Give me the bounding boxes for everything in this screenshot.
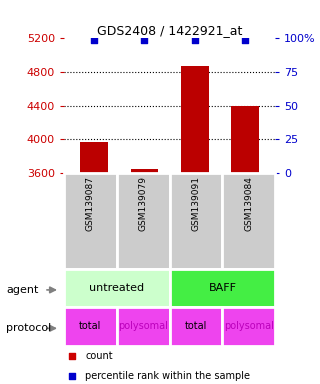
Point bbox=[142, 36, 147, 43]
Bar bbox=[80, 142, 108, 173]
Bar bbox=[222, 173, 275, 269]
Text: GSM139084: GSM139084 bbox=[244, 176, 253, 230]
Text: total: total bbox=[185, 321, 207, 331]
Bar bbox=[222, 307, 275, 346]
Bar bbox=[181, 66, 209, 173]
Text: BAFF: BAFF bbox=[208, 283, 236, 293]
Text: untreated: untreated bbox=[89, 283, 144, 293]
Bar bbox=[170, 173, 222, 269]
Point bbox=[70, 353, 75, 359]
Bar bbox=[64, 173, 117, 269]
Text: agent: agent bbox=[6, 285, 39, 295]
Bar bbox=[117, 307, 170, 346]
Bar bbox=[170, 269, 275, 307]
Text: count: count bbox=[85, 351, 113, 361]
Point bbox=[192, 36, 197, 43]
Point bbox=[70, 372, 75, 379]
Text: total: total bbox=[79, 321, 101, 331]
Title: GDS2408 / 1422921_at: GDS2408 / 1422921_at bbox=[97, 24, 242, 37]
Bar bbox=[64, 307, 117, 346]
Point bbox=[92, 36, 97, 43]
Bar bbox=[131, 169, 158, 173]
Bar bbox=[231, 106, 259, 173]
Bar bbox=[170, 307, 222, 346]
Text: protocol: protocol bbox=[6, 323, 52, 333]
Bar bbox=[64, 269, 170, 307]
Text: GSM139091: GSM139091 bbox=[191, 176, 201, 231]
Text: polysomal: polysomal bbox=[118, 321, 168, 331]
Text: percentile rank within the sample: percentile rank within the sample bbox=[85, 371, 250, 381]
Bar bbox=[117, 173, 170, 269]
Text: polysomal: polysomal bbox=[224, 321, 274, 331]
Point bbox=[243, 36, 248, 43]
Text: GSM139087: GSM139087 bbox=[86, 176, 95, 231]
Text: GSM139079: GSM139079 bbox=[139, 176, 148, 231]
